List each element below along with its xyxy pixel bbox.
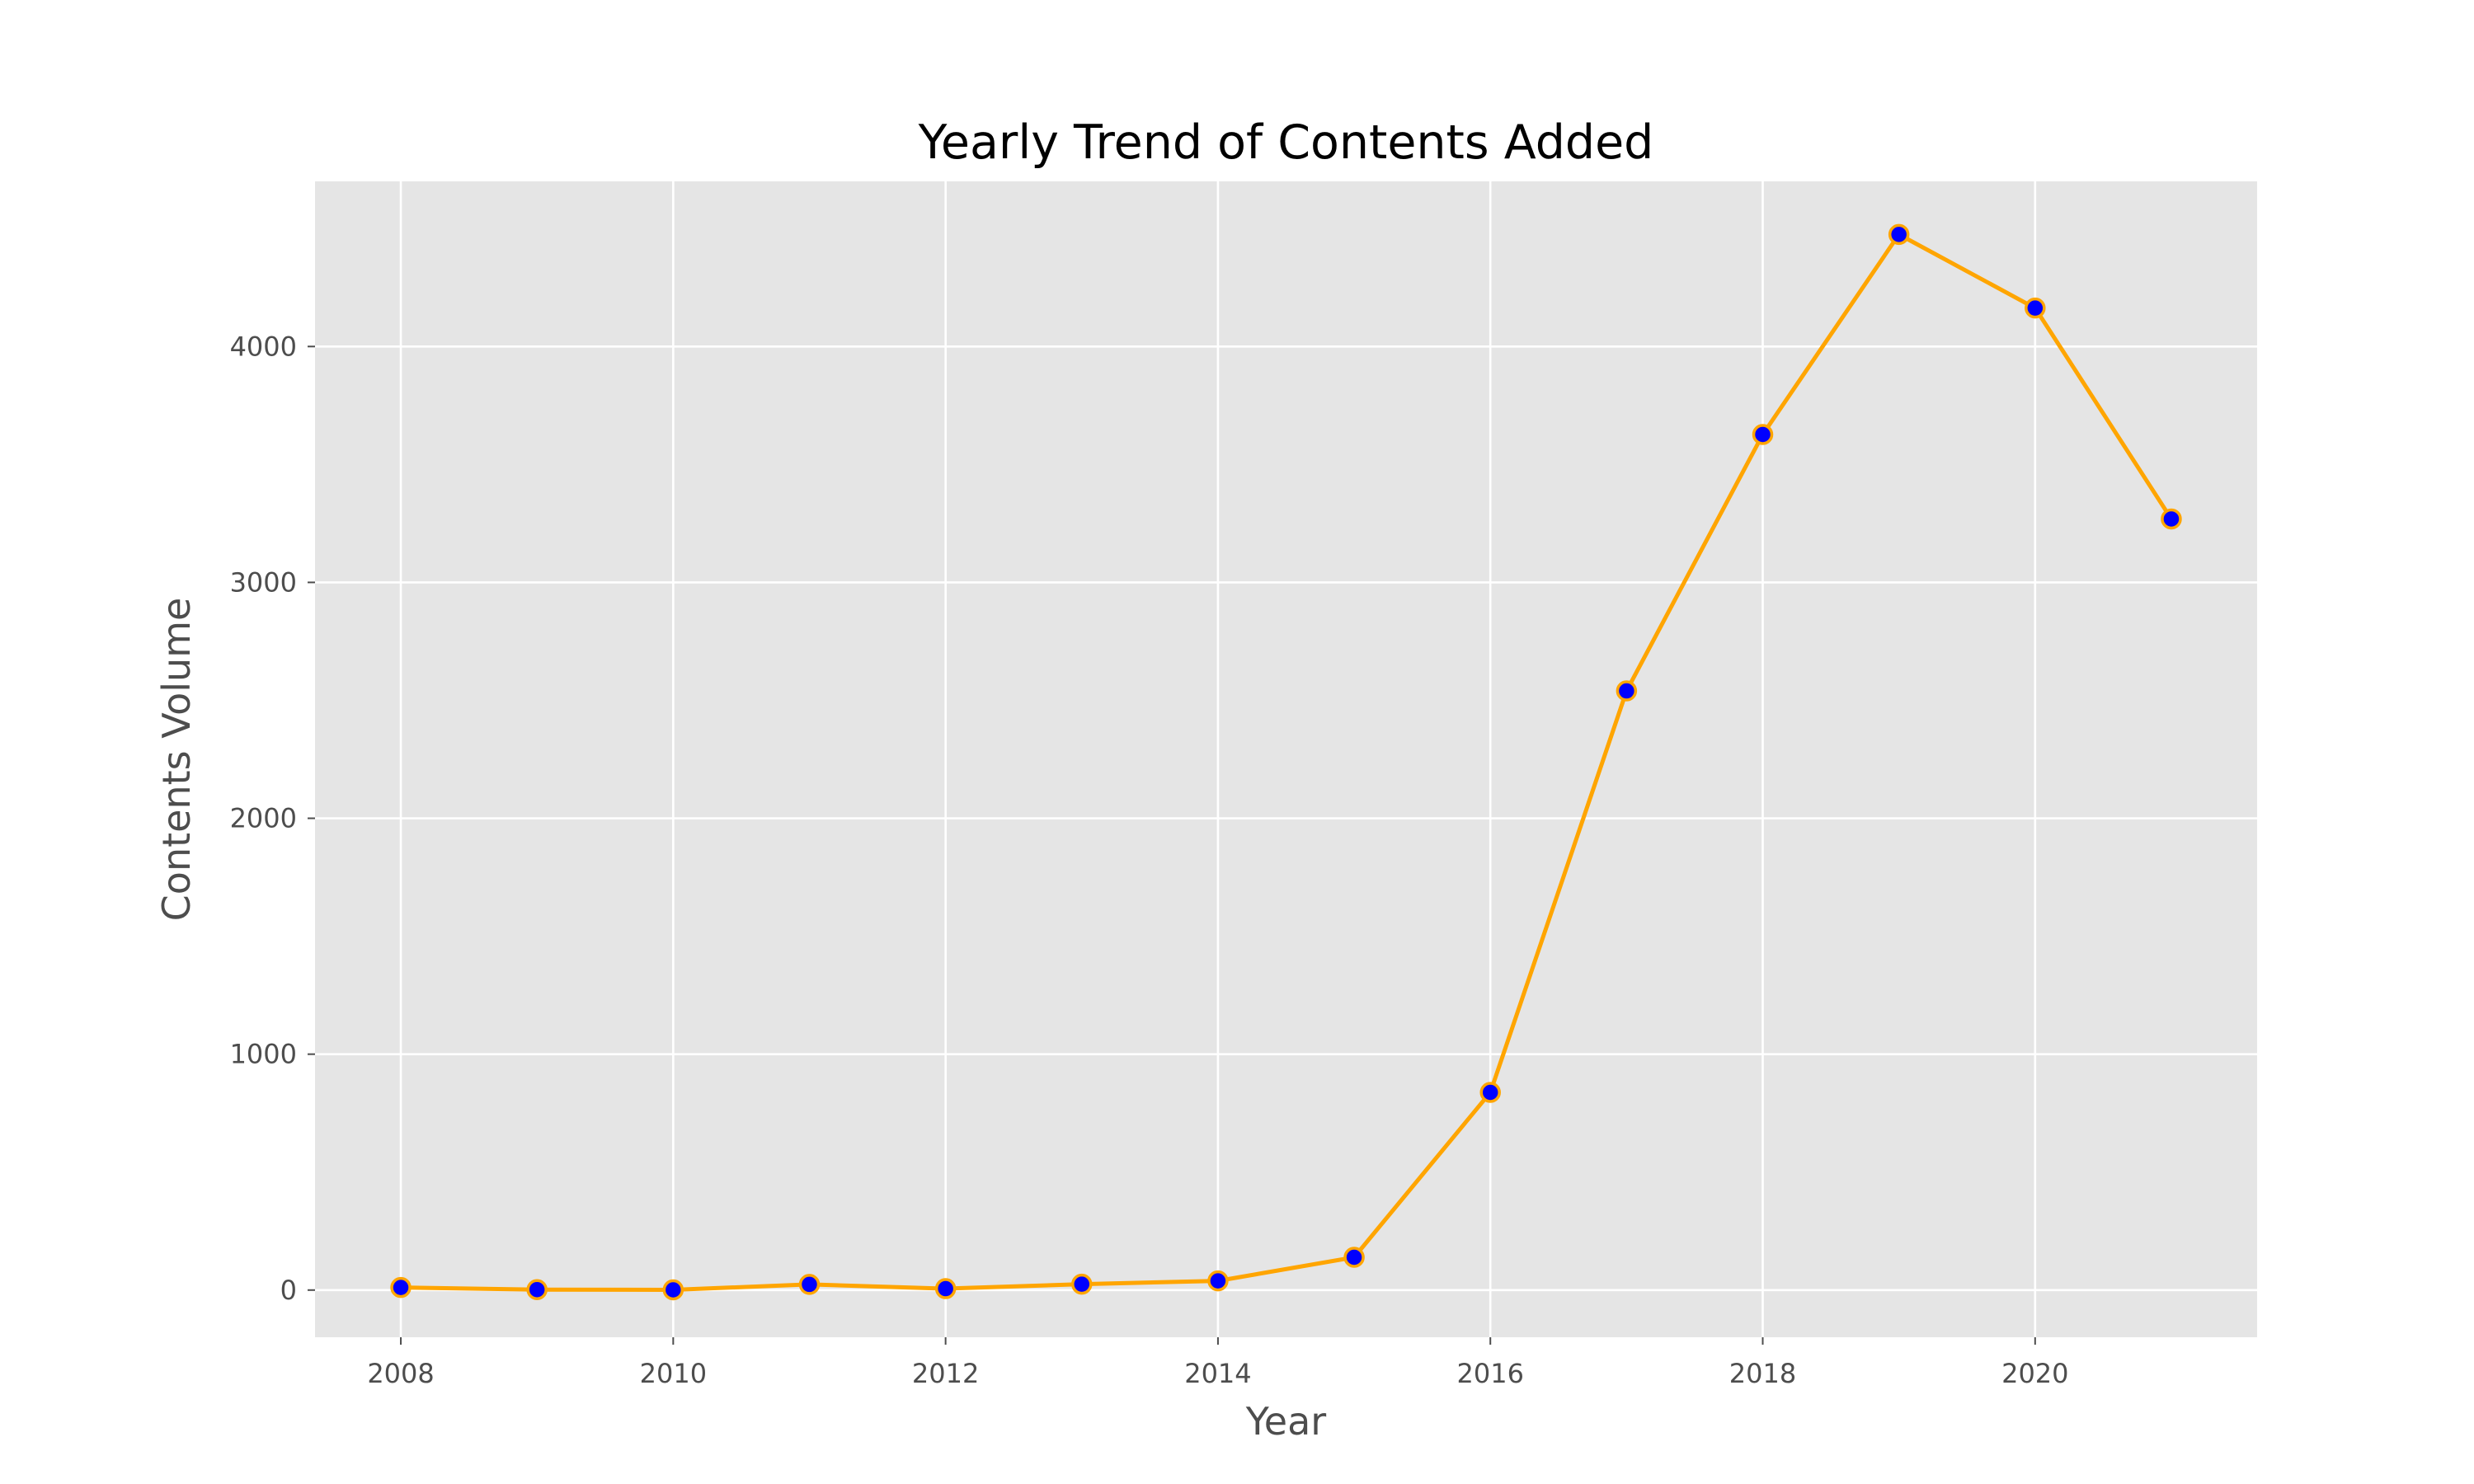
data-point bbox=[1752, 424, 1774, 445]
chart-title: Yearly Trend of Contents Added bbox=[918, 115, 1654, 170]
x-tick-label: 2010 bbox=[640, 1358, 707, 1389]
x-tick-label: 2020 bbox=[2001, 1358, 2068, 1389]
data-point bbox=[1888, 223, 1910, 246]
y-tick-label: 1000 bbox=[230, 1039, 297, 1070]
y-tick-label: 3000 bbox=[230, 566, 297, 598]
data-point bbox=[1207, 1270, 1229, 1292]
x-tick-label: 2012 bbox=[912, 1358, 979, 1389]
axis-ticks: 2008 2010 2012 2014 2016 2018 2020 0 1000 2000 300… bbox=[230, 331, 2069, 1389]
data-point bbox=[934, 1278, 957, 1299]
y-tick-label: 2000 bbox=[230, 803, 297, 834]
data-point bbox=[798, 1274, 821, 1295]
data-point bbox=[2161, 508, 2182, 530]
data-point bbox=[1479, 1082, 1501, 1103]
data-point bbox=[1616, 680, 1638, 702]
x-tick-label: 2008 bbox=[367, 1358, 434, 1389]
x-axis-label: Year bbox=[1245, 1399, 1326, 1444]
y-axis-label: Contents Volume bbox=[154, 598, 199, 922]
data-point bbox=[1343, 1247, 1365, 1268]
x-tick-label: 2014 bbox=[1184, 1358, 1251, 1389]
y-tick-label: 0 bbox=[280, 1275, 297, 1306]
series-line bbox=[398, 232, 2174, 1292]
x-tick-label: 2016 bbox=[1457, 1358, 1524, 1389]
y-tick-label: 4000 bbox=[230, 331, 297, 362]
data-point bbox=[526, 1279, 548, 1300]
data-point bbox=[390, 1276, 412, 1298]
plot-area bbox=[315, 181, 2257, 1337]
data-point bbox=[662, 1279, 684, 1301]
series-layer bbox=[390, 223, 2182, 1301]
data-point bbox=[1071, 1273, 1093, 1295]
data-point bbox=[2025, 297, 2046, 319]
grid-lines bbox=[315, 181, 2257, 1337]
x-tick-label: 2018 bbox=[1729, 1358, 1796, 1389]
